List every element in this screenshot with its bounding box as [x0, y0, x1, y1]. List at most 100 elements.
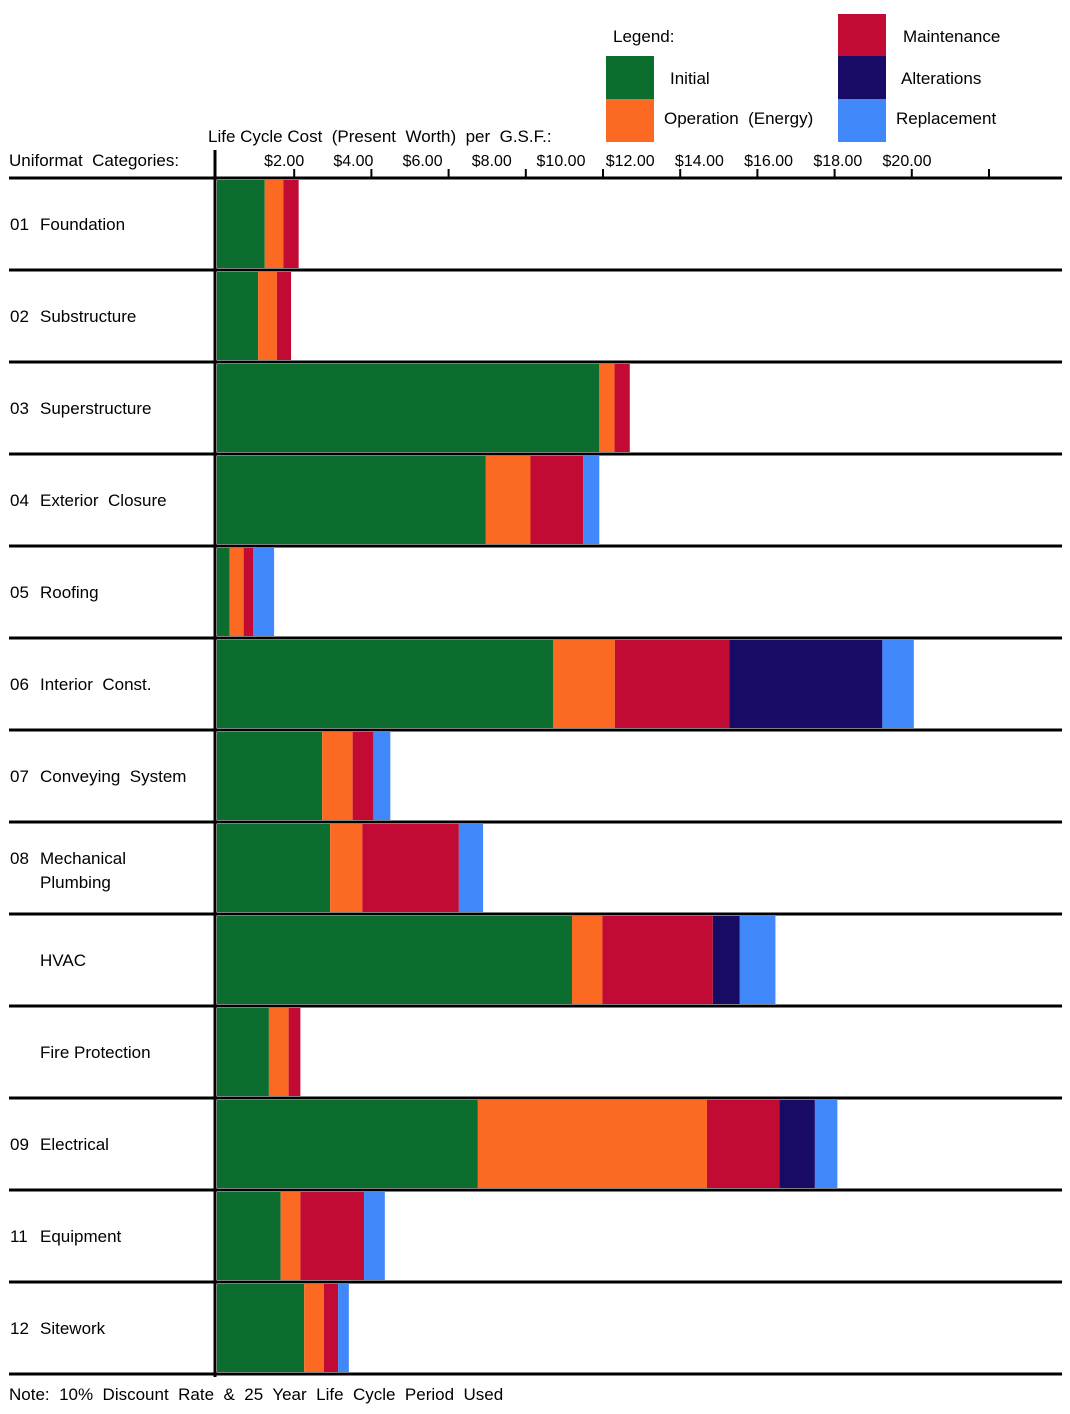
bar-roofing-operation-energy: [229, 548, 244, 636]
bar-plumbing-maintenance: [362, 824, 459, 912]
bar-fire-protection-initial: [217, 1008, 269, 1096]
category-rows: 01 Foundation 02 Substructure 03 Superstructu…: [9, 176, 1062, 1376]
x-tick-label: $8.00: [472, 153, 512, 170]
bar-exterior-closure-initial: [217, 456, 486, 544]
category-code: 02: [10, 307, 29, 326]
category-label-fire-protection: Fire Protection: [40, 1043, 151, 1062]
bar-interior-const-replacement: [882, 640, 914, 728]
category-label-equipment: Equipment: [40, 1227, 122, 1246]
bar-conveying-system-replacement: [373, 732, 391, 820]
bar-interior-const-initial: [217, 640, 554, 728]
category-label-sitework: Sitework: [40, 1319, 106, 1338]
category-label-hvac: HVAC: [40, 951, 86, 970]
bar-equipment-operation-energy: [280, 1192, 301, 1280]
legend-swatch-initial: [606, 56, 654, 99]
bar-plumbing-operation-energy: [330, 824, 363, 912]
category-code: 05: [10, 583, 29, 602]
bar-exterior-closure-replacement: [583, 456, 600, 544]
chart-title: Life Cycle Cost (Present Worth) per G.S.…: [208, 127, 552, 146]
x-tick-label: $6.00: [403, 153, 443, 170]
bar-plumbing-replacement: [458, 824, 484, 912]
category-label-interior-const: Interior Const.: [40, 675, 152, 694]
bar-conveying-system-initial: [217, 732, 323, 820]
bar-roofing-maintenance: [243, 548, 254, 636]
legend: Legend: Initial Operation (Energy) Mainten…: [606, 14, 1000, 142]
bar-equipment-maintenance: [300, 1192, 365, 1280]
bar-sitework-operation-energy: [304, 1284, 324, 1372]
legend-label-maintenance: Maintenance: [903, 27, 1000, 46]
bar-fire-protection-operation-energy: [268, 1008, 289, 1096]
bar-substructure-maintenance: [276, 272, 292, 360]
x-tick-label: $18.00: [813, 153, 862, 170]
legend-label-initial: Initial: [670, 69, 710, 88]
legend-swatch-replacement: [838, 99, 886, 142]
bar-substructure-operation-energy: [258, 272, 277, 360]
legend-swatch-operation-energy: [606, 99, 654, 142]
category-code: 04: [10, 491, 29, 510]
x-tick-label: $20.00: [883, 153, 932, 170]
bar-hvac-replacement: [739, 916, 776, 1004]
bar-hvac-maintenance: [602, 916, 713, 1004]
legend-label-alterations: Alterations: [901, 69, 981, 88]
bar-roofing-replacement: [253, 548, 275, 636]
legend-swatch-alterations: [838, 56, 886, 99]
bar-electrical-initial: [217, 1100, 478, 1188]
category-label-substructure: Substructure: [40, 307, 136, 326]
category-code: 08: [10, 849, 29, 868]
bar-substructure-initial: [217, 272, 259, 360]
category-code: 07: [10, 767, 29, 786]
category-code: 11: [10, 1227, 28, 1246]
bar-foundation-maintenance: [283, 180, 299, 268]
category-label-conveying-system: Conveying System: [40, 767, 186, 786]
bar-hvac-initial: [217, 916, 572, 1004]
bar-foundation-operation-energy: [264, 180, 284, 268]
x-axis: $2.00 $4.00 $6.00 $8.00 $10.00 $12.00 $14.00 $1…: [264, 153, 990, 177]
bar-stacks: [217, 180, 914, 1372]
footnote: Note: 10% Discount Rate & 25 Year Life C…: [9, 1385, 503, 1404]
bar-sitework-replacement: [338, 1284, 349, 1372]
bar-roofing-initial: [217, 548, 230, 636]
category-code: 01: [10, 215, 29, 234]
bar-superstructure-initial: [217, 364, 600, 452]
bar-exterior-closure-operation-energy: [485, 456, 531, 544]
bar-fire-protection-maintenance: [288, 1008, 301, 1096]
bar-equipment-replacement: [364, 1192, 385, 1280]
category-code: 03: [10, 399, 29, 418]
bar-electrical-operation-energy: [477, 1100, 707, 1188]
bar-sitework-maintenance: [323, 1284, 339, 1372]
category-header: Uniformat Categories:: [9, 151, 179, 170]
bar-superstructure-maintenance: [614, 364, 630, 452]
bar-interior-const-maintenance: [614, 640, 730, 728]
category-code: 12: [10, 1319, 29, 1338]
category-label-superstructure: Superstructure: [40, 399, 152, 418]
bar-superstructure-operation-energy: [599, 364, 615, 452]
bar-plumbing-initial: [217, 824, 331, 912]
x-tick-label: $10.00: [537, 153, 586, 170]
category-label-electrical: Electrical: [40, 1135, 109, 1154]
category-label-plumbing: Plumbing: [40, 873, 111, 892]
bar-exterior-closure-maintenance: [530, 456, 584, 544]
legend-label-operation-energy: Operation (Energy): [664, 109, 813, 128]
legend-title: Legend:: [613, 27, 674, 46]
bar-electrical-maintenance: [706, 1100, 780, 1188]
category-label-roofing: Roofing: [40, 583, 99, 602]
bar-foundation-initial: [217, 180, 265, 268]
bar-interior-const-operation-energy: [553, 640, 615, 728]
x-tick-label: $16.00: [744, 153, 793, 170]
bar-conveying-system-operation-energy: [322, 732, 353, 820]
x-tick-label: $12.00: [606, 153, 655, 170]
legend-swatch-maintenance: [838, 14, 886, 57]
category-code: 09: [10, 1135, 29, 1154]
bar-sitework-initial: [217, 1284, 305, 1372]
x-tick-label: $4.00: [333, 153, 373, 170]
x-tick-label: $2.00: [264, 153, 304, 170]
bar-electrical-replacement: [814, 1100, 838, 1188]
bar-equipment-initial: [217, 1192, 281, 1280]
legend-label-replacement: Replacement: [896, 109, 996, 128]
bar-conveying-system-maintenance: [352, 732, 374, 820]
category-label-foundation: Foundation: [40, 215, 125, 234]
x-tick-label: $14.00: [675, 153, 724, 170]
bar-hvac-operation-energy: [571, 916, 603, 1004]
bar-interior-const-alterations: [729, 640, 883, 728]
